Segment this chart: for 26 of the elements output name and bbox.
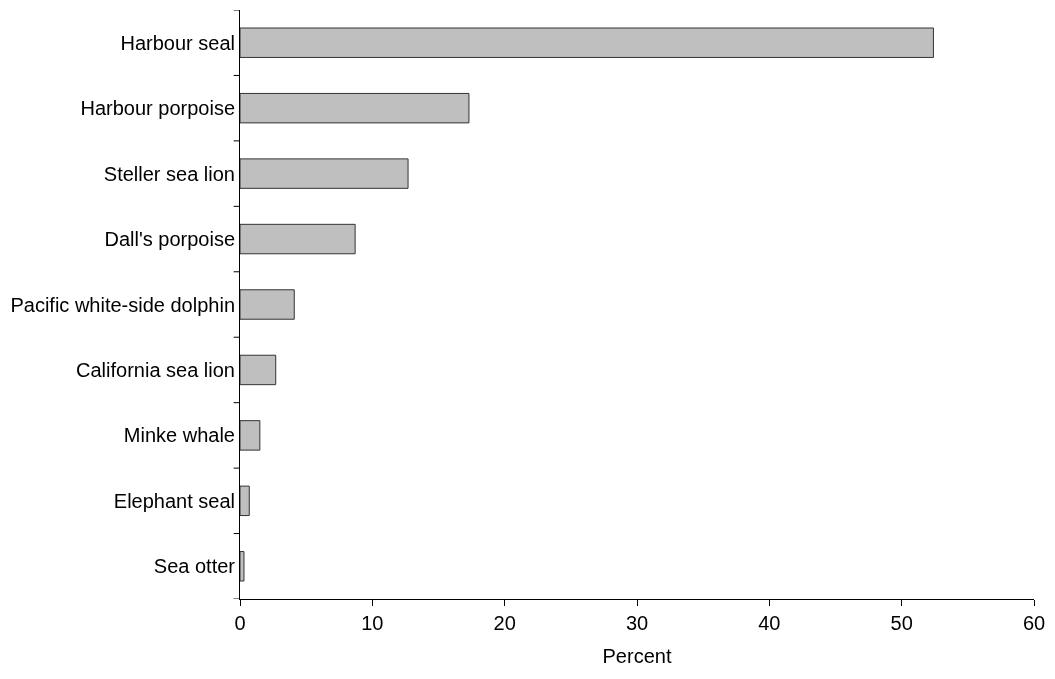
y-tick-label: Minke whale [123, 424, 235, 447]
y-tick-label: Elephant seal [113, 489, 235, 512]
y-tick-label: Harbour seal [120, 31, 235, 54]
y-tick-label: Pacific white-side dolphin [10, 293, 235, 316]
bar [240, 485, 250, 517]
bar [240, 420, 261, 451]
x-tick-label: 50 [890, 612, 913, 634]
y-tick-label: Harbour porpoise [80, 97, 235, 120]
bar [240, 551, 245, 582]
y-tick-label: California sea lion [76, 358, 235, 381]
y-tick-label: Dall's porpoise [104, 228, 235, 251]
x-tick-label: 60 [1022, 612, 1046, 634]
x-tick-label: 10 [361, 612, 384, 634]
y-tick-label: Steller sea lion [103, 162, 235, 185]
x-axis-title: Percent [602, 644, 672, 667]
bar [240, 354, 277, 386]
x-tick-label: 40 [758, 612, 781, 634]
bar [240, 92, 470, 124]
x-tick-label: 20 [493, 612, 516, 634]
x-tick-label: 0 [234, 612, 246, 634]
bar [240, 223, 356, 255]
bar [240, 289, 295, 320]
x-tick-label: 30 [625, 612, 649, 634]
y-tick-label: Sea otter [153, 555, 236, 578]
bar [240, 158, 409, 189]
bar [240, 27, 934, 58]
